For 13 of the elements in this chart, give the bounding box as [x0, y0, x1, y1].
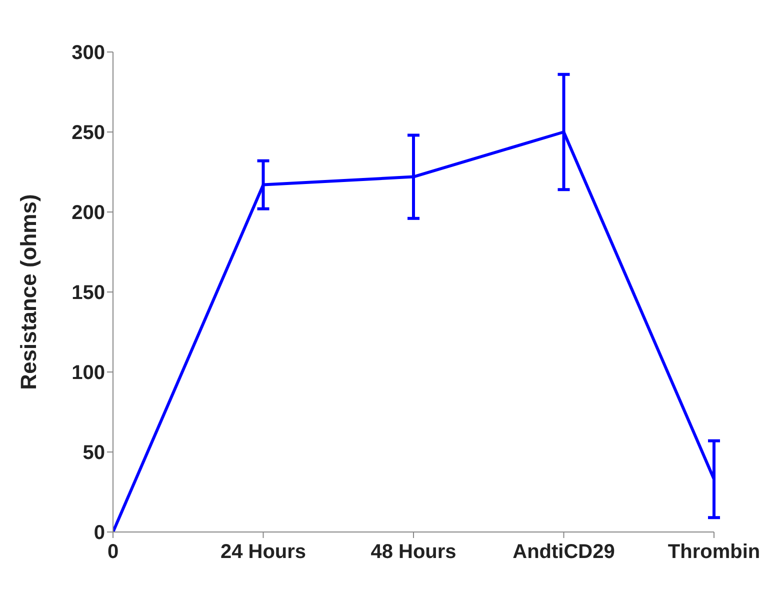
x-tick-label: 48 Hours [370, 541, 456, 564]
x-tick-label: Thrombin [668, 541, 760, 564]
y-axis-title: Resistance (ohms) [16, 194, 41, 390]
y-tick-label: 250 [72, 122, 105, 144]
y-tick-label: 300 [72, 42, 105, 64]
y-tick-label: 0 [94, 522, 105, 544]
x-tick-label: 0 [107, 541, 119, 564]
y-tick-label: 50 [82, 442, 105, 464]
y-tick-label: 100 [72, 362, 105, 384]
y-tick-label: 150 [72, 282, 105, 304]
x-tick-label: AndtiCD29 [512, 541, 615, 564]
y-tick-label: 200 [72, 202, 105, 224]
x-tick-label: 24 Hours [220, 541, 306, 564]
